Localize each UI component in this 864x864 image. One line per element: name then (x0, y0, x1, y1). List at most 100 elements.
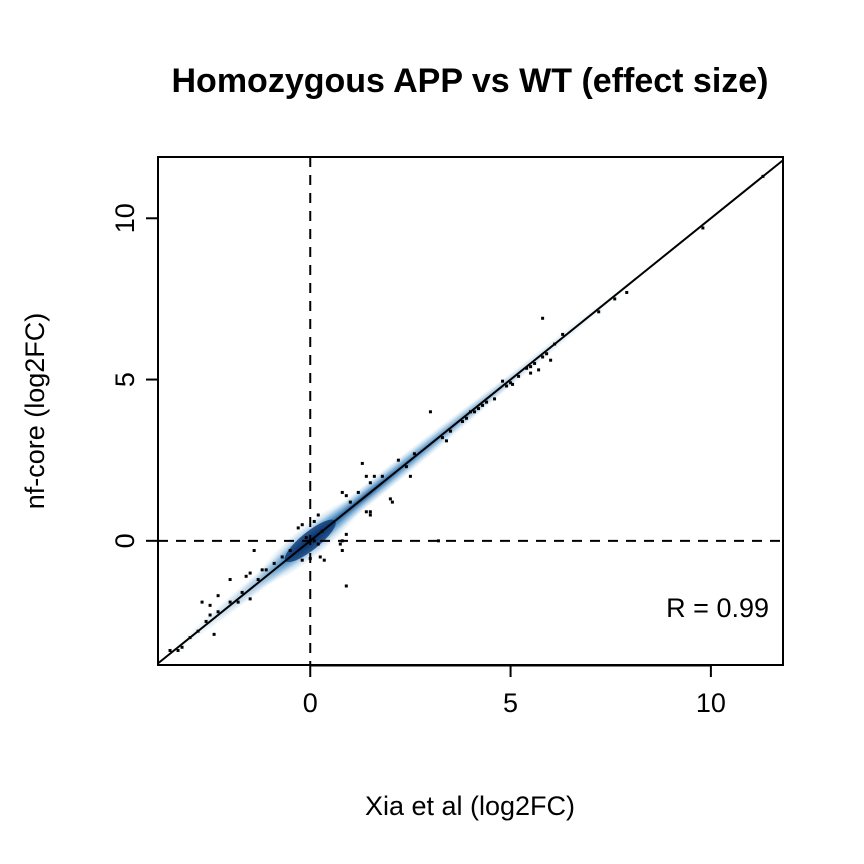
data-point (208, 613, 212, 617)
data-point (537, 368, 541, 372)
data-point (372, 474, 376, 478)
data-point (448, 429, 452, 433)
data-point (188, 636, 192, 640)
data-point (340, 539, 344, 543)
data-point (428, 410, 432, 414)
data-point (280, 555, 284, 559)
data-point (444, 439, 448, 443)
data-point (256, 578, 260, 582)
data-point (412, 452, 416, 456)
data-point (368, 510, 372, 514)
x-axis: 0 5 10 (303, 664, 726, 718)
data-point (613, 297, 617, 301)
data-point (356, 490, 360, 494)
data-point (549, 358, 553, 362)
data-point (364, 510, 368, 514)
data-point (168, 648, 172, 652)
data-point (208, 603, 212, 607)
data-point (260, 568, 264, 572)
data-point (388, 497, 392, 501)
data-point (493, 397, 497, 401)
x-tick-label: 10 (696, 688, 726, 718)
data-point (240, 590, 244, 594)
data-point (509, 381, 513, 385)
data-point (204, 619, 208, 623)
data-point (464, 416, 468, 420)
data-point (485, 400, 489, 404)
data-point (216, 594, 220, 598)
data-point (228, 600, 232, 604)
data-point (390, 500, 394, 504)
data-point (338, 542, 342, 546)
data-point (477, 407, 481, 411)
x-axis-label: Xia et al (log2FC) (365, 791, 575, 821)
data-point (300, 558, 304, 562)
data-point (396, 458, 400, 462)
data-point (308, 557, 312, 561)
data-point (236, 600, 240, 604)
data-point (761, 174, 765, 178)
data-point (368, 481, 372, 485)
data-point (501, 379, 505, 383)
data-point (344, 494, 348, 498)
data-point (436, 539, 440, 543)
data-point (300, 523, 304, 527)
data-point (318, 555, 322, 559)
data-point (360, 461, 364, 465)
data-point (348, 500, 352, 504)
data-point (340, 490, 344, 494)
data-point (364, 474, 368, 478)
data-point (533, 361, 537, 365)
y-axis: 0 5 10 (110, 203, 158, 548)
data-point (541, 355, 545, 359)
data-point (340, 548, 344, 552)
data-point (180, 645, 184, 649)
data-point (597, 310, 601, 314)
data-point (625, 290, 629, 294)
data-point (701, 226, 705, 230)
data-point (460, 419, 464, 423)
data-point (344, 532, 348, 536)
data-point (440, 436, 444, 440)
y-tick-label: 5 (110, 372, 140, 387)
data-point (505, 384, 509, 388)
data-point (248, 571, 252, 575)
data-point (212, 632, 216, 636)
data-point (473, 410, 477, 414)
data-point (244, 574, 248, 578)
data-point (228, 578, 232, 582)
data-point (525, 366, 529, 370)
data-point (469, 410, 472, 414)
data-point (288, 548, 292, 552)
chart-title: Homozygous APP vs WT (effect size) (172, 62, 769, 100)
data-point (316, 542, 320, 546)
data-point (545, 352, 549, 356)
data-point (320, 529, 324, 533)
data-point (529, 371, 533, 375)
data-point (296, 526, 300, 530)
data-points (168, 174, 765, 652)
data-point (511, 382, 515, 386)
data-point (304, 536, 308, 540)
x-tick-label: 0 (303, 688, 318, 718)
data-point (481, 403, 485, 407)
data-point (264, 568, 268, 572)
data-point (272, 561, 276, 565)
y-tick-label: 0 (110, 533, 140, 548)
data-point (176, 648, 180, 652)
data-point (196, 629, 200, 633)
data-point (368, 513, 372, 517)
data-point (316, 513, 320, 517)
y-tick-label: 10 (110, 203, 140, 233)
y-axis-label: nf-core (log2FC) (20, 313, 50, 510)
data-point (248, 597, 252, 601)
data-point (252, 548, 256, 552)
data-point (408, 474, 412, 478)
data-point (517, 374, 521, 378)
data-point (529, 365, 533, 369)
x-tick-label: 5 (503, 688, 518, 718)
correlation-annotation: R = 0.99 (666, 593, 769, 623)
data-point (200, 600, 204, 604)
data-point (312, 539, 316, 543)
